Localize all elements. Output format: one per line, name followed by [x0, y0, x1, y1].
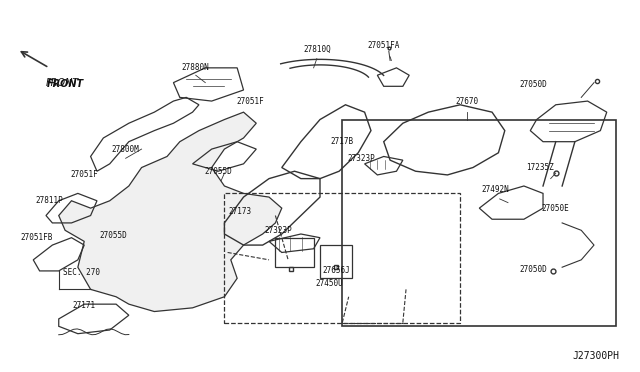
Text: 27800M: 27800M	[112, 145, 140, 154]
Bar	[225, 193, 460, 323]
Text: 27810Q: 27810Q	[303, 45, 331, 54]
Text: 27450U: 27450U	[316, 279, 344, 288]
Text: 27051F: 27051F	[236, 97, 264, 106]
Text: 27173: 27173	[228, 207, 252, 217]
Text: 17235Z: 17235Z	[526, 163, 554, 172]
Text: 27050D: 27050D	[520, 80, 547, 89]
Bar	[342, 119, 616, 326]
Text: 27171: 27171	[73, 301, 96, 311]
Text: 27055D: 27055D	[99, 231, 127, 240]
Text: 27051FA: 27051FA	[367, 41, 400, 50]
Text: 27051F: 27051F	[70, 170, 98, 179]
Text: 27050D: 27050D	[520, 264, 547, 273]
Text: 2717B: 2717B	[331, 137, 354, 146]
Text: FRONT: FRONT	[47, 80, 84, 89]
Text: 27811P: 27811P	[35, 196, 63, 205]
Text: FRONT: FRONT	[45, 78, 79, 88]
PathPatch shape	[59, 112, 282, 311]
Text: SEC. 270: SEC. 270	[63, 268, 100, 277]
Text: J27300PH: J27300PH	[573, 351, 620, 361]
Text: 27050E: 27050E	[542, 203, 570, 213]
Text: 27670: 27670	[455, 97, 478, 106]
Text: 27656J: 27656J	[322, 266, 350, 275]
Text: 27323P: 27323P	[265, 226, 292, 235]
Text: 27880N: 27880N	[182, 63, 210, 72]
Text: 27492N: 27492N	[481, 185, 509, 194]
Text: 27051FB: 27051FB	[20, 233, 52, 242]
Text: 27323P: 27323P	[348, 154, 375, 163]
Text: 27055D: 27055D	[204, 167, 232, 176]
